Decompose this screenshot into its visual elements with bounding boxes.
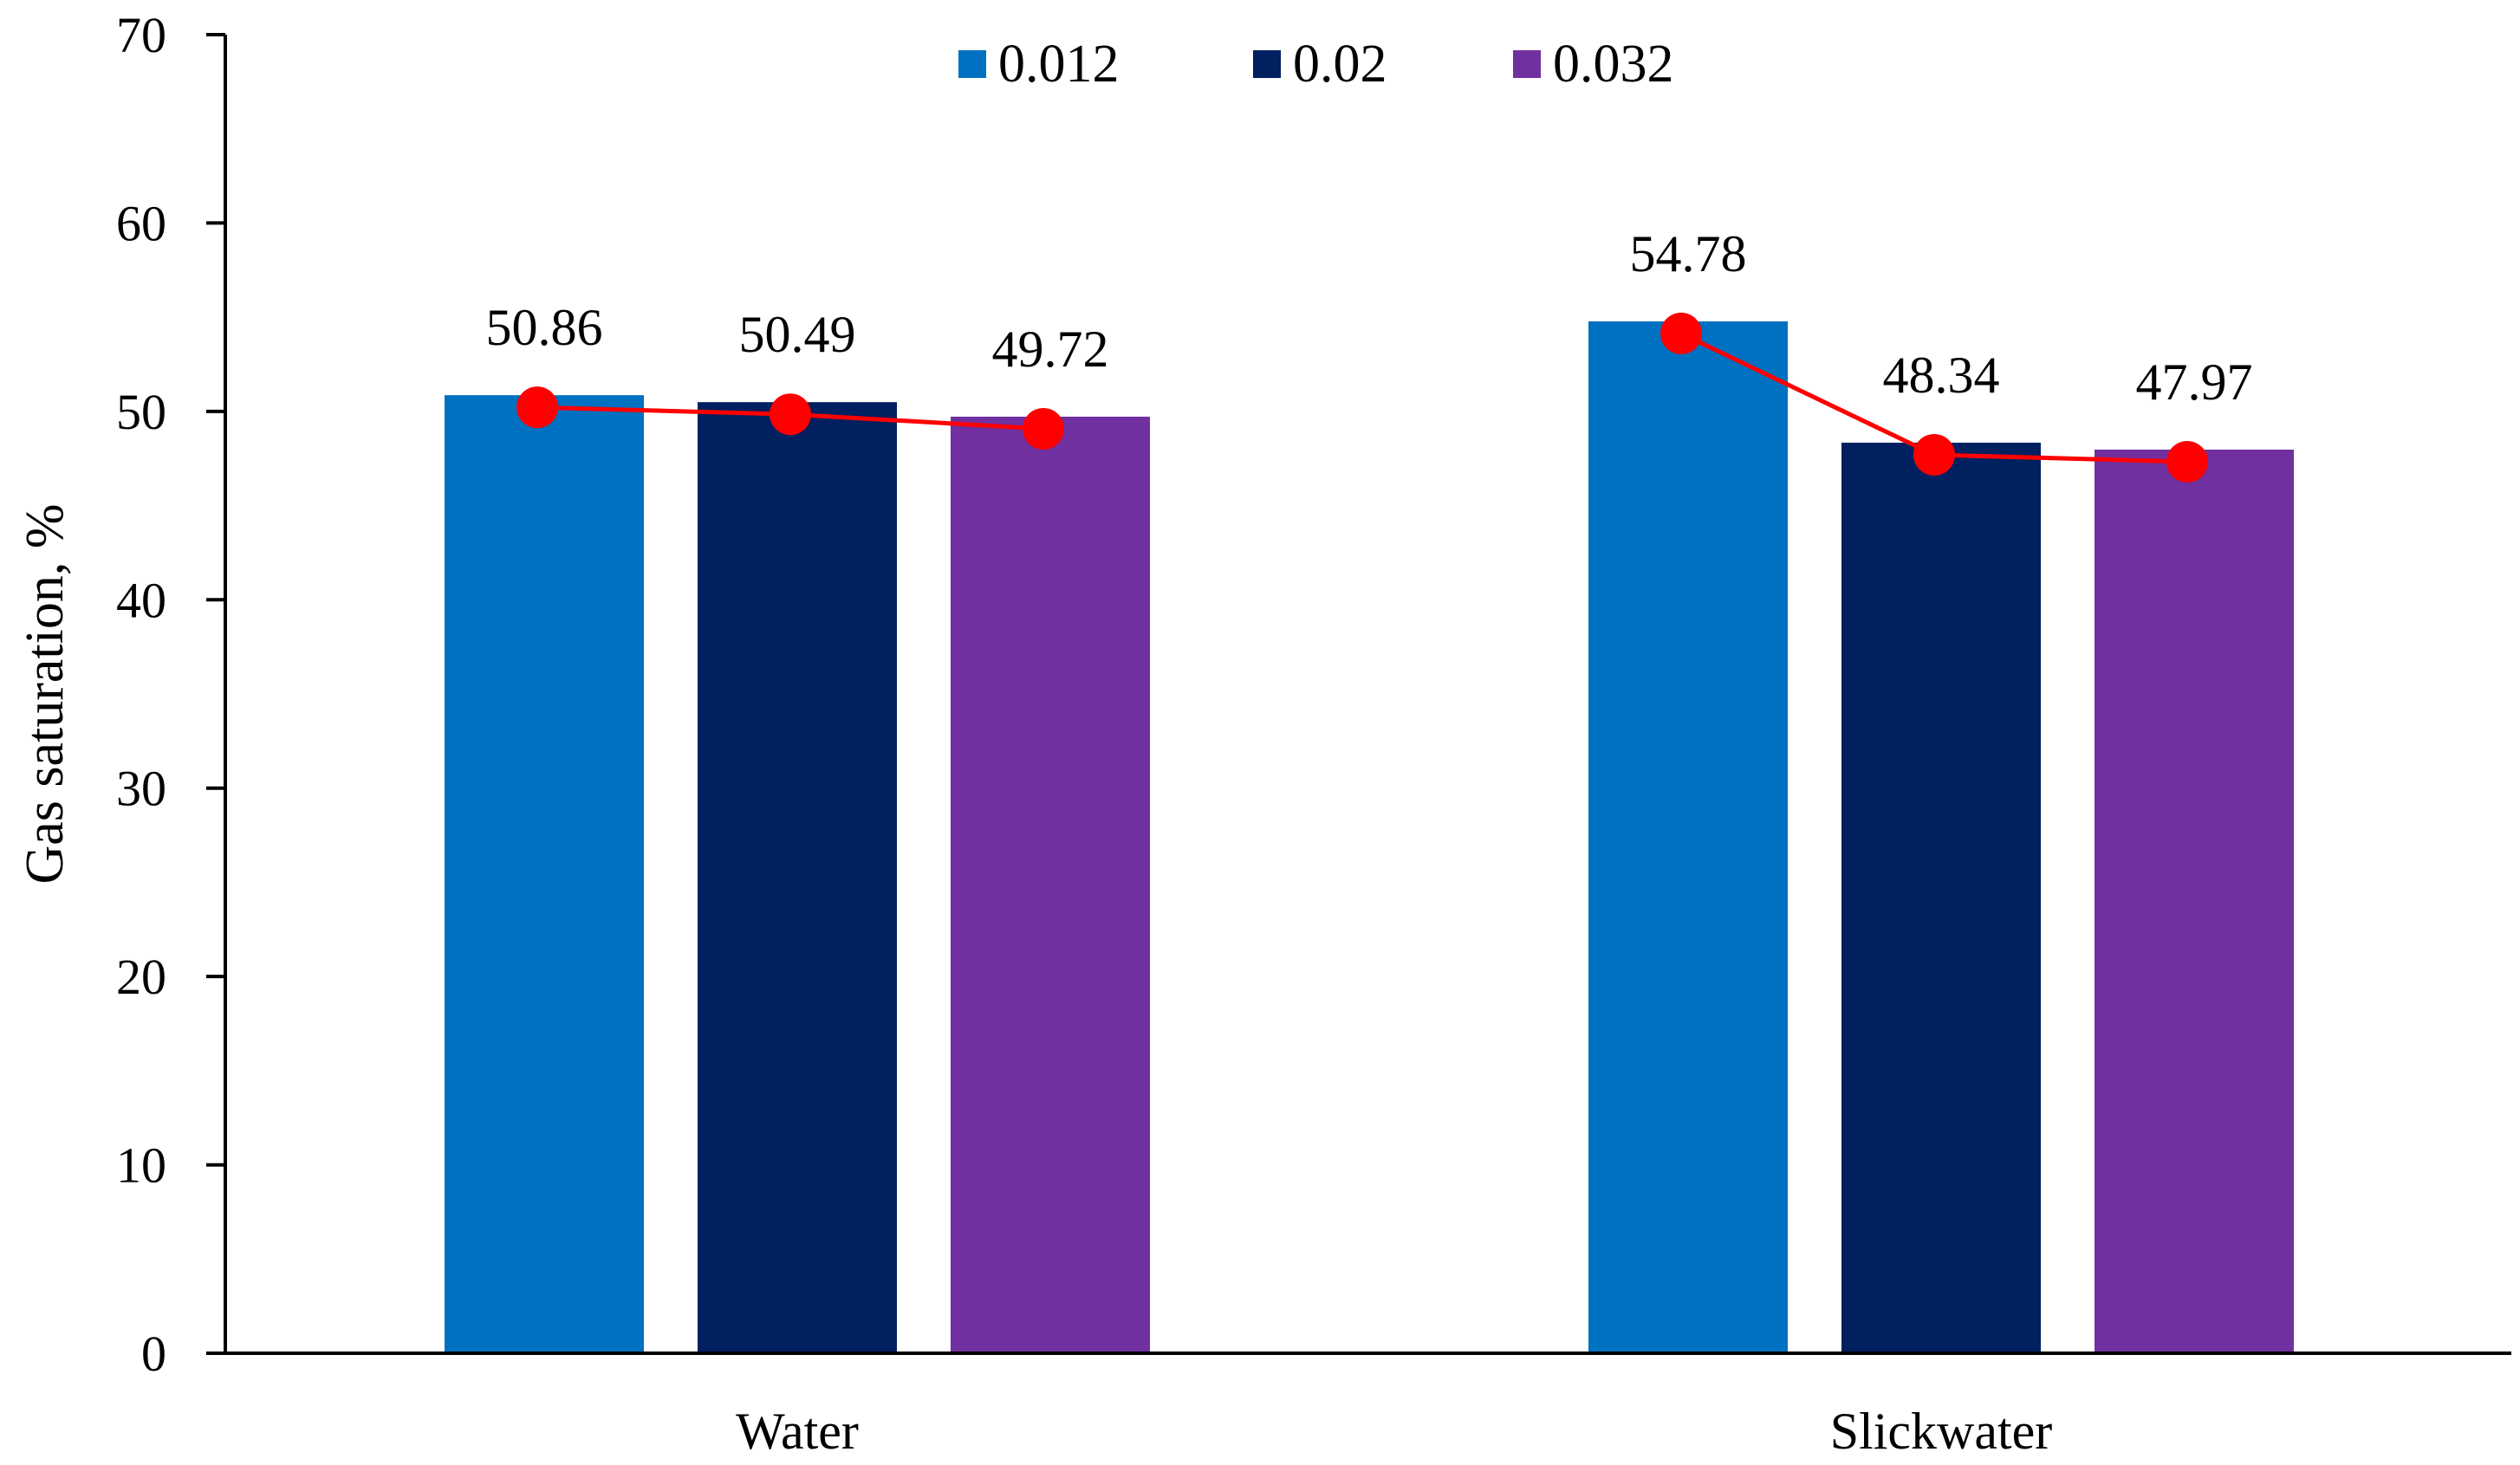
- y-tick-label: 50: [116, 384, 166, 440]
- trend-marker: [516, 386, 558, 429]
- bar-slickwater-0.02: [1841, 442, 2041, 1353]
- trend-marker: [1913, 433, 1955, 476]
- data-label: 48.34: [1883, 347, 2000, 404]
- legend-swatch-0.012: [958, 50, 986, 78]
- y-tick-label: 0: [141, 1326, 166, 1382]
- data-label: 47.97: [2136, 353, 2253, 411]
- axes: [224, 35, 2511, 1355]
- x-axis-labels: Water Slickwater: [736, 1403, 2052, 1460]
- data-label: 50.49: [739, 306, 856, 363]
- data-label: 49.72: [992, 321, 1109, 378]
- trend-marker: [1023, 407, 1064, 450]
- x-category-label: Water: [736, 1403, 859, 1460]
- legend-label: 0.032: [1553, 35, 1674, 94]
- bar-water-0.012: [445, 395, 644, 1353]
- y-tick-label: 10: [116, 1138, 166, 1194]
- bar-water-0.032: [951, 416, 1150, 1354]
- y-axis-ticks: 0 10 20 30 40 50 60 70: [116, 7, 225, 1382]
- y-tick-label: 40: [116, 572, 166, 628]
- y-tick-label: 70: [116, 7, 166, 63]
- legend-label: 0.012: [998, 35, 1120, 94]
- trend-marker: [770, 393, 811, 436]
- data-labels: 50.86 50.49 49.72 54.78 48.34 47.97: [486, 225, 2253, 411]
- legend-swatch-0.02: [1253, 50, 1281, 78]
- y-tick-label: 30: [116, 761, 166, 817]
- trend-marker: [1660, 312, 1702, 354]
- bar-group: [445, 321, 2294, 1354]
- y-axis-title: Gas saturation, %: [16, 503, 75, 884]
- bar-water-0.02: [698, 402, 897, 1354]
- bar-slickwater-0.032: [2095, 449, 2294, 1353]
- x-category-label: Slickwater: [1830, 1403, 2053, 1460]
- legend-swatch-0.032: [1513, 50, 1541, 78]
- data-label: 54.78: [1630, 225, 1747, 282]
- y-tick-label: 60: [116, 195, 166, 251]
- legend: 0.012 0.02 0.032: [958, 35, 1674, 94]
- trend-lines: [516, 312, 2208, 483]
- data-label: 50.86: [486, 299, 603, 356]
- bar-slickwater-0.012: [1588, 321, 1788, 1354]
- y-tick-label: 20: [116, 949, 166, 1005]
- legend-label: 0.02: [1293, 35, 1387, 94]
- trend-marker: [2166, 440, 2208, 483]
